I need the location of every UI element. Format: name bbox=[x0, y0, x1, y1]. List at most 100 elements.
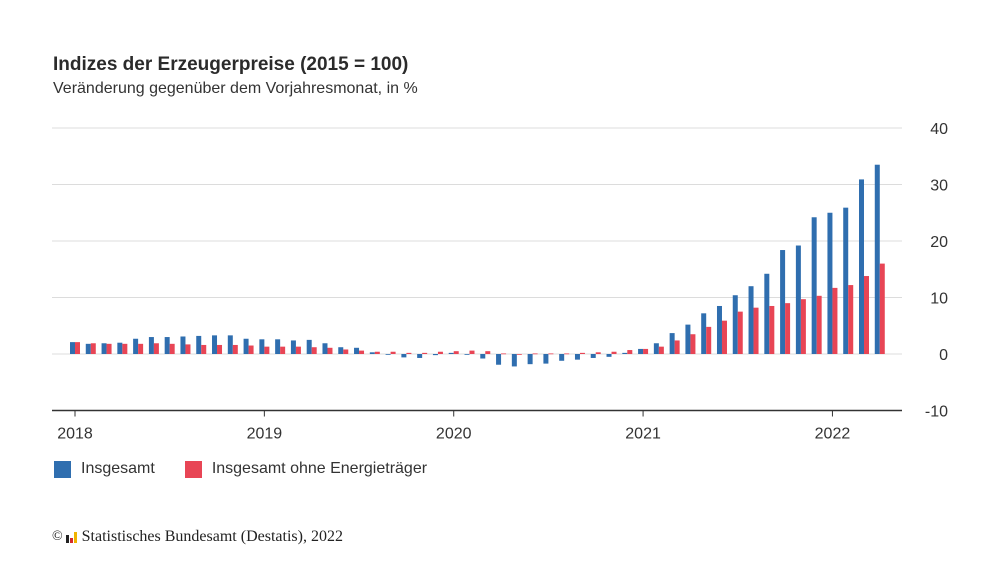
bar-insgesamt bbox=[385, 354, 391, 355]
bar-ohne-energie bbox=[785, 303, 791, 354]
x-tick-label: 2021 bbox=[625, 426, 661, 443]
bar-ohne-energie bbox=[359, 350, 365, 354]
bar-insgesamt bbox=[290, 340, 296, 354]
bar-ohne-energie bbox=[737, 311, 743, 355]
bar-ohne-energie bbox=[169, 343, 175, 354]
bar-ohne-energie bbox=[516, 354, 522, 355]
bar-ohne-energie bbox=[674, 340, 680, 354]
bar-ohne-energie bbox=[611, 351, 617, 354]
y-tick-label: 30 bbox=[930, 178, 948, 195]
bar-ohne-energie bbox=[579, 352, 585, 354]
y-tick-label: 10 bbox=[930, 291, 948, 308]
legend-swatch-blue bbox=[54, 460, 71, 478]
bar-ohne-energie bbox=[469, 350, 475, 354]
bar-ohne-energie bbox=[879, 263, 885, 354]
bar-insgesamt bbox=[227, 335, 233, 354]
bar-insgesamt bbox=[669, 333, 675, 355]
bar-insgesamt bbox=[480, 354, 486, 359]
chart-subtitle: Veränderung gegenüber dem Vorjahresmonat… bbox=[53, 80, 418, 97]
bar-ohne-energie bbox=[106, 343, 112, 354]
bar-insgesamt bbox=[827, 212, 833, 354]
x-tick-label: 2022 bbox=[815, 426, 851, 443]
y-tick-label: 40 bbox=[930, 121, 948, 138]
bar-insgesamt bbox=[85, 343, 91, 354]
x-tick-label: 2018 bbox=[57, 426, 93, 443]
x-tick-label: 2020 bbox=[436, 426, 472, 443]
bar-ohne-energie bbox=[832, 287, 838, 354]
bar-ohne-energie bbox=[343, 349, 349, 354]
y-tick-label: -10 bbox=[925, 404, 948, 421]
bar-insgesamt bbox=[117, 342, 123, 354]
bar-insgesamt bbox=[622, 352, 628, 354]
bar-ohne-energie bbox=[627, 350, 633, 355]
bar-ohne-energie bbox=[217, 344, 223, 354]
bar-insgesamt bbox=[874, 164, 880, 354]
bar-ohne-energie bbox=[501, 353, 507, 355]
legend-swatch-red bbox=[184, 460, 202, 478]
bar-insgesamt bbox=[464, 354, 470, 355]
bar-insgesamt bbox=[732, 295, 738, 354]
bar-insgesamt bbox=[369, 352, 375, 355]
bar-ohne-energie bbox=[564, 353, 570, 355]
bar-ohne-energie bbox=[138, 343, 144, 354]
bar-ohne-energie bbox=[232, 344, 238, 354]
bar-insgesamt bbox=[559, 354, 565, 361]
bar-ohne-energie bbox=[706, 326, 712, 354]
bar-ohne-energie bbox=[658, 346, 664, 354]
bar-insgesamt bbox=[701, 313, 707, 354]
bar-insgesamt bbox=[638, 348, 644, 355]
bar-insgesamt bbox=[590, 354, 596, 358]
bar-ohne-energie bbox=[690, 334, 696, 355]
bar-insgesamt bbox=[148, 337, 154, 354]
y-tick-label: 20 bbox=[930, 234, 948, 251]
bar-ohne-energie bbox=[643, 348, 649, 355]
bar-insgesamt bbox=[795, 245, 801, 354]
bar-insgesamt bbox=[653, 343, 659, 354]
y-axis: 40 30 20 10 0 -10 bbox=[925, 121, 948, 421]
bar-insgesamt bbox=[306, 339, 312, 355]
bar-insgesamt bbox=[101, 343, 107, 354]
bar-insgesamt bbox=[243, 338, 249, 355]
bar-ohne-energie bbox=[485, 351, 491, 355]
bar-insgesamt bbox=[511, 354, 517, 367]
bar-insgesamt bbox=[259, 339, 265, 354]
x-axis: 2018 2019 2020 2021 2022 bbox=[52, 409, 902, 443]
legend: Insgesamt Insgesamt ohne Energieträger bbox=[54, 460, 457, 478]
bar-ohne-energie bbox=[75, 342, 80, 354]
bar-insgesamt bbox=[448, 352, 454, 354]
legend-item-ohne-energie[interactable]: Insgesamt ohne Energieträger bbox=[184, 460, 427, 478]
bars bbox=[70, 164, 885, 367]
legend-item-insgesamt[interactable]: Insgesamt bbox=[54, 460, 155, 478]
bar-insgesamt bbox=[527, 354, 533, 365]
bar-ohne-energie bbox=[280, 346, 286, 354]
bar-ohne-energie bbox=[532, 353, 538, 355]
bar-ohne-energie bbox=[816, 295, 822, 355]
x-tick-label: 2019 bbox=[247, 426, 283, 443]
bar-insgesamt bbox=[164, 337, 170, 354]
bar-ohne-energie bbox=[295, 346, 301, 354]
bar-ohne-energie bbox=[864, 276, 869, 354]
legend-label: Insgesamt bbox=[81, 460, 155, 477]
bar-ohne-energie bbox=[248, 345, 254, 354]
bar-insgesamt bbox=[811, 217, 817, 354]
bar-ohne-energie bbox=[390, 351, 396, 354]
bar-ohne-energie bbox=[769, 305, 775, 355]
bar-insgesamt bbox=[716, 305, 722, 355]
bar-insgesamt bbox=[338, 347, 344, 354]
source-text: Statistisches Bundesamt (Destatis), 2022 bbox=[81, 528, 343, 545]
copyright-icon: © bbox=[52, 529, 63, 544]
bar-insgesamt bbox=[764, 273, 770, 354]
bar-insgesamt bbox=[70, 342, 75, 354]
y-tick-label: 0 bbox=[939, 347, 948, 364]
bar-insgesamt bbox=[574, 354, 580, 360]
bar-insgesamt bbox=[543, 354, 549, 364]
bar-ohne-energie bbox=[595, 352, 601, 355]
bar-insgesamt bbox=[432, 354, 438, 356]
gridlines bbox=[52, 127, 902, 355]
bar-insgesamt bbox=[417, 354, 423, 358]
bar-ohne-energie bbox=[422, 352, 428, 354]
bar-ohne-energie bbox=[406, 352, 412, 354]
bar-insgesamt bbox=[196, 335, 202, 354]
bar-ohne-energie bbox=[185, 344, 191, 354]
bar-ohne-energie bbox=[201, 344, 207, 354]
